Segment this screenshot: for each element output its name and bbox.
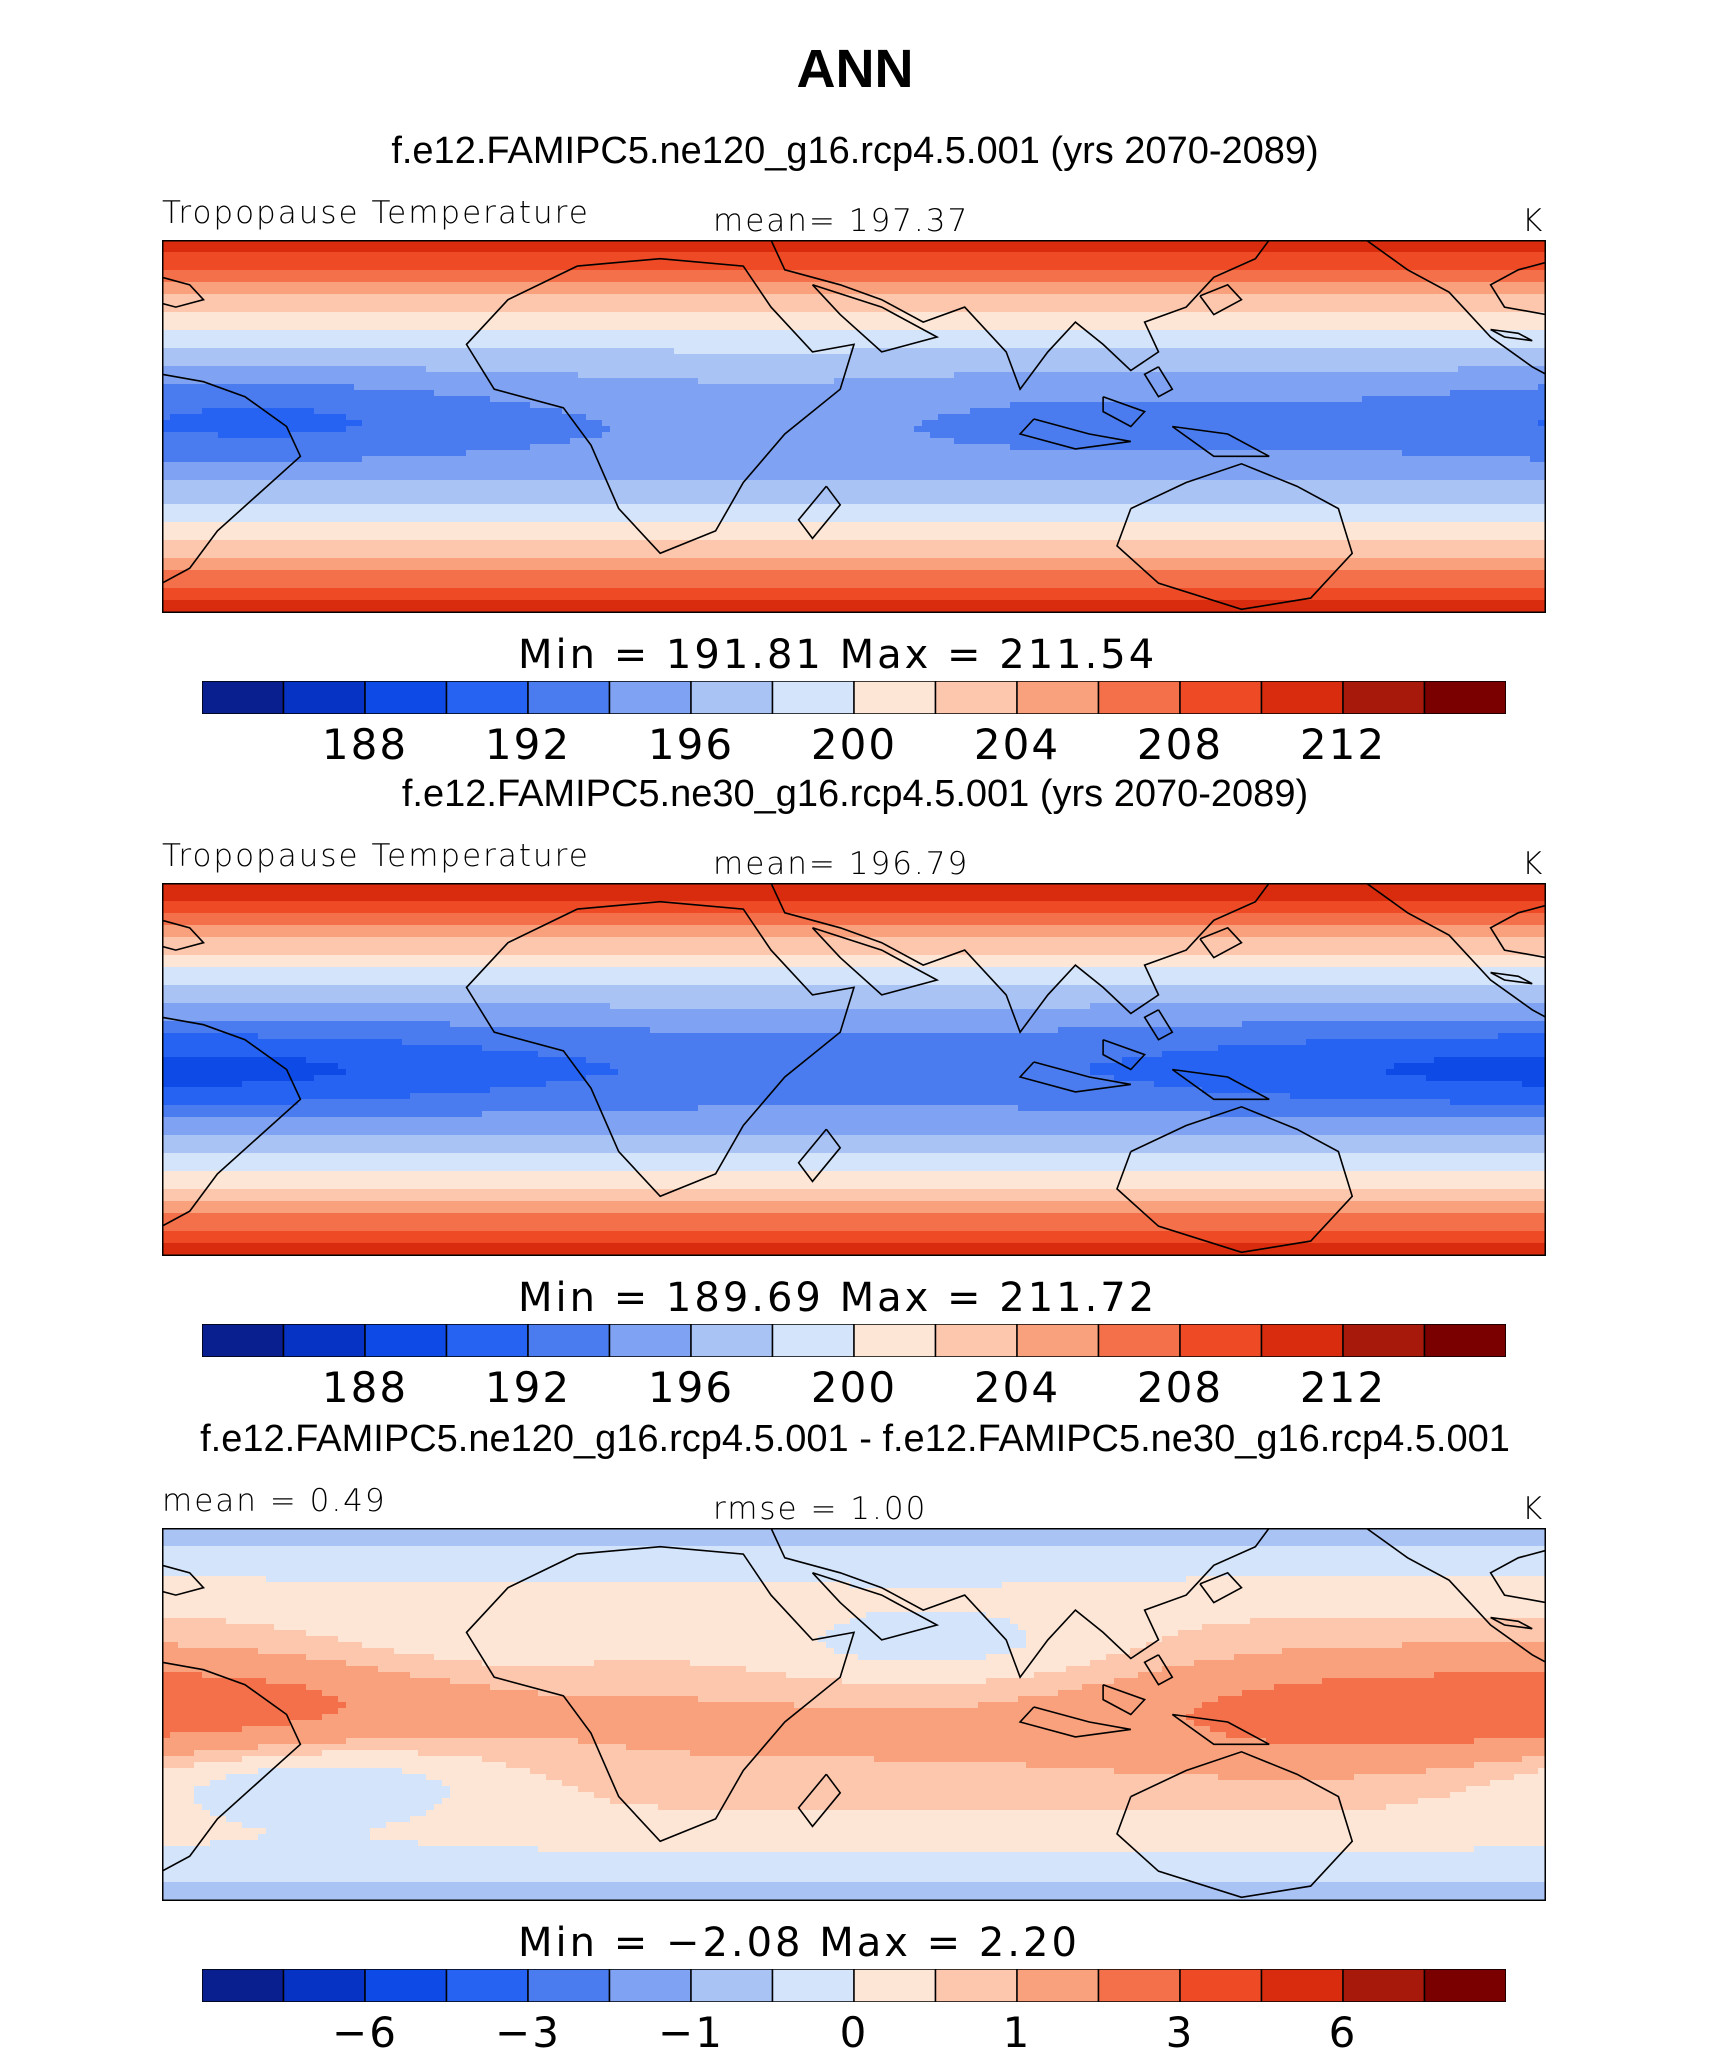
colorbar-swatch [854,1969,936,2002]
panel-center-label: mean= 196.79 [713,846,969,882]
colorbar-swatch [1262,1969,1344,2002]
colorbar-tick-label: 204 [947,720,1087,769]
colorbar-swatch [610,1324,692,1357]
colorbar-tick-label: 200 [784,720,924,769]
panel-units: K [1522,1491,1544,1527]
colorbar-tick-label: 200 [784,1363,924,1412]
colorbar-tick-label: 212 [1273,1363,1413,1412]
colorbar-swatch [1343,1969,1425,2002]
colorbar-swatch [528,1324,610,1357]
colorbar-swatch [202,1324,284,1357]
panel-title: f.e12.FAMIPC5.ne120_g16.rcp4.5.001 - f.e… [0,1418,1710,1461]
colorbar-swatch [365,681,447,714]
colorbar-swatch [691,1324,773,1357]
colorbar-swatch [1099,1324,1181,1357]
colorbar-tick-label: 1 [947,2008,1087,2057]
colorbar-swatch [447,1324,529,1357]
colorbar-swatch [936,1969,1018,2002]
panel-left-label: Tropopause Temperature [162,195,590,231]
colorbar-swatch [528,1969,610,2002]
colorbar-tick-label: 6 [1273,2008,1413,2057]
colorbar-swatch [691,1969,773,2002]
colorbar-swatch [610,681,692,714]
colorbar-swatch [773,681,855,714]
colorbar-tick-label: 208 [1110,1363,1250,1412]
colorbar-swatch [284,681,366,714]
colorbar-swatch [854,681,936,714]
colorbar-swatch [1262,681,1344,714]
panel-minmax: Min = 189.69 Max = 211.72 [518,1275,1157,1321]
map-plot [162,1528,1546,1901]
colorbar-swatch [936,1324,1018,1357]
colorbar-tick-label: 192 [458,1363,598,1412]
colorbar-tick-label: 0 [784,2008,924,2057]
colorbar-swatch [447,1969,529,2002]
colorbar-swatch [773,1969,855,2002]
map-plot [162,240,1546,613]
panel-left-label: mean = 0.49 [162,1483,387,1519]
colorbar-tick-label: 188 [295,720,435,769]
colorbar-swatch [1262,1324,1344,1357]
figure-title: ANN [0,38,1710,100]
colorbar-swatch [365,1324,447,1357]
colorbar-tick-label: 204 [947,1363,1087,1412]
colorbar [202,1324,1506,1357]
colorbar-swatch [528,681,610,714]
colorbar [202,681,1506,714]
colorbar-swatch [202,1969,284,2002]
colorbar-swatch [1180,1969,1262,2002]
panel-units: K [1522,846,1544,882]
colorbar-swatch [1017,681,1099,714]
colorbar-tick-label: 208 [1110,720,1250,769]
colorbar-swatch [610,1969,692,2002]
colorbar-swatch [447,681,529,714]
colorbar-tick-label: −1 [621,2008,761,2057]
colorbar-tick-label: 212 [1273,720,1413,769]
colorbar-tick-label: 188 [295,1363,435,1412]
colorbar-swatch [1017,1969,1099,2002]
colorbar [202,1969,1506,2002]
colorbar-tick-label: 192 [458,720,598,769]
colorbar-swatch [773,1324,855,1357]
panel-title: f.e12.FAMIPC5.ne120_g16.rcp4.5.001 (yrs … [0,130,1710,173]
colorbar-swatch [1099,681,1181,714]
panel-center-label: rmse = 1.00 [713,1491,927,1527]
colorbar-swatch [1425,1324,1507,1357]
panel-left-label: Tropopause Temperature [162,838,590,874]
colorbar-swatch [202,681,284,714]
panel-minmax: Min = 191.81 Max = 211.54 [518,632,1157,678]
colorbar-swatch [1180,681,1262,714]
panel-center-label: mean= 197.37 [713,203,969,239]
colorbar-tick-label: 196 [621,1363,761,1412]
colorbar-swatch [1017,1324,1099,1357]
colorbar-swatch [1425,681,1507,714]
panel-units: K [1522,203,1544,239]
map-plot [162,883,1546,1256]
colorbar-swatch [365,1969,447,2002]
colorbar-swatch [1099,1969,1181,2002]
colorbar-swatch [1425,1969,1507,2002]
colorbar-tick-label: −3 [458,2008,598,2057]
colorbar-tick-label: −6 [295,2008,435,2057]
colorbar-swatch [1343,681,1425,714]
colorbar-tick-label: 3 [1110,2008,1250,2057]
colorbar-swatch [1343,1324,1425,1357]
colorbar-swatch [284,1324,366,1357]
colorbar-tick-label: 196 [621,720,761,769]
colorbar-swatch [691,681,773,714]
colorbar-swatch [284,1969,366,2002]
colorbar-swatch [854,1324,936,1357]
colorbar-swatch [1180,1324,1262,1357]
panel-title: f.e12.FAMIPC5.ne30_g16.rcp4.5.001 (yrs 2… [0,773,1710,816]
panel-minmax: Min = −2.08 Max = 2.20 [518,1920,1080,1966]
colorbar-swatch [936,681,1018,714]
